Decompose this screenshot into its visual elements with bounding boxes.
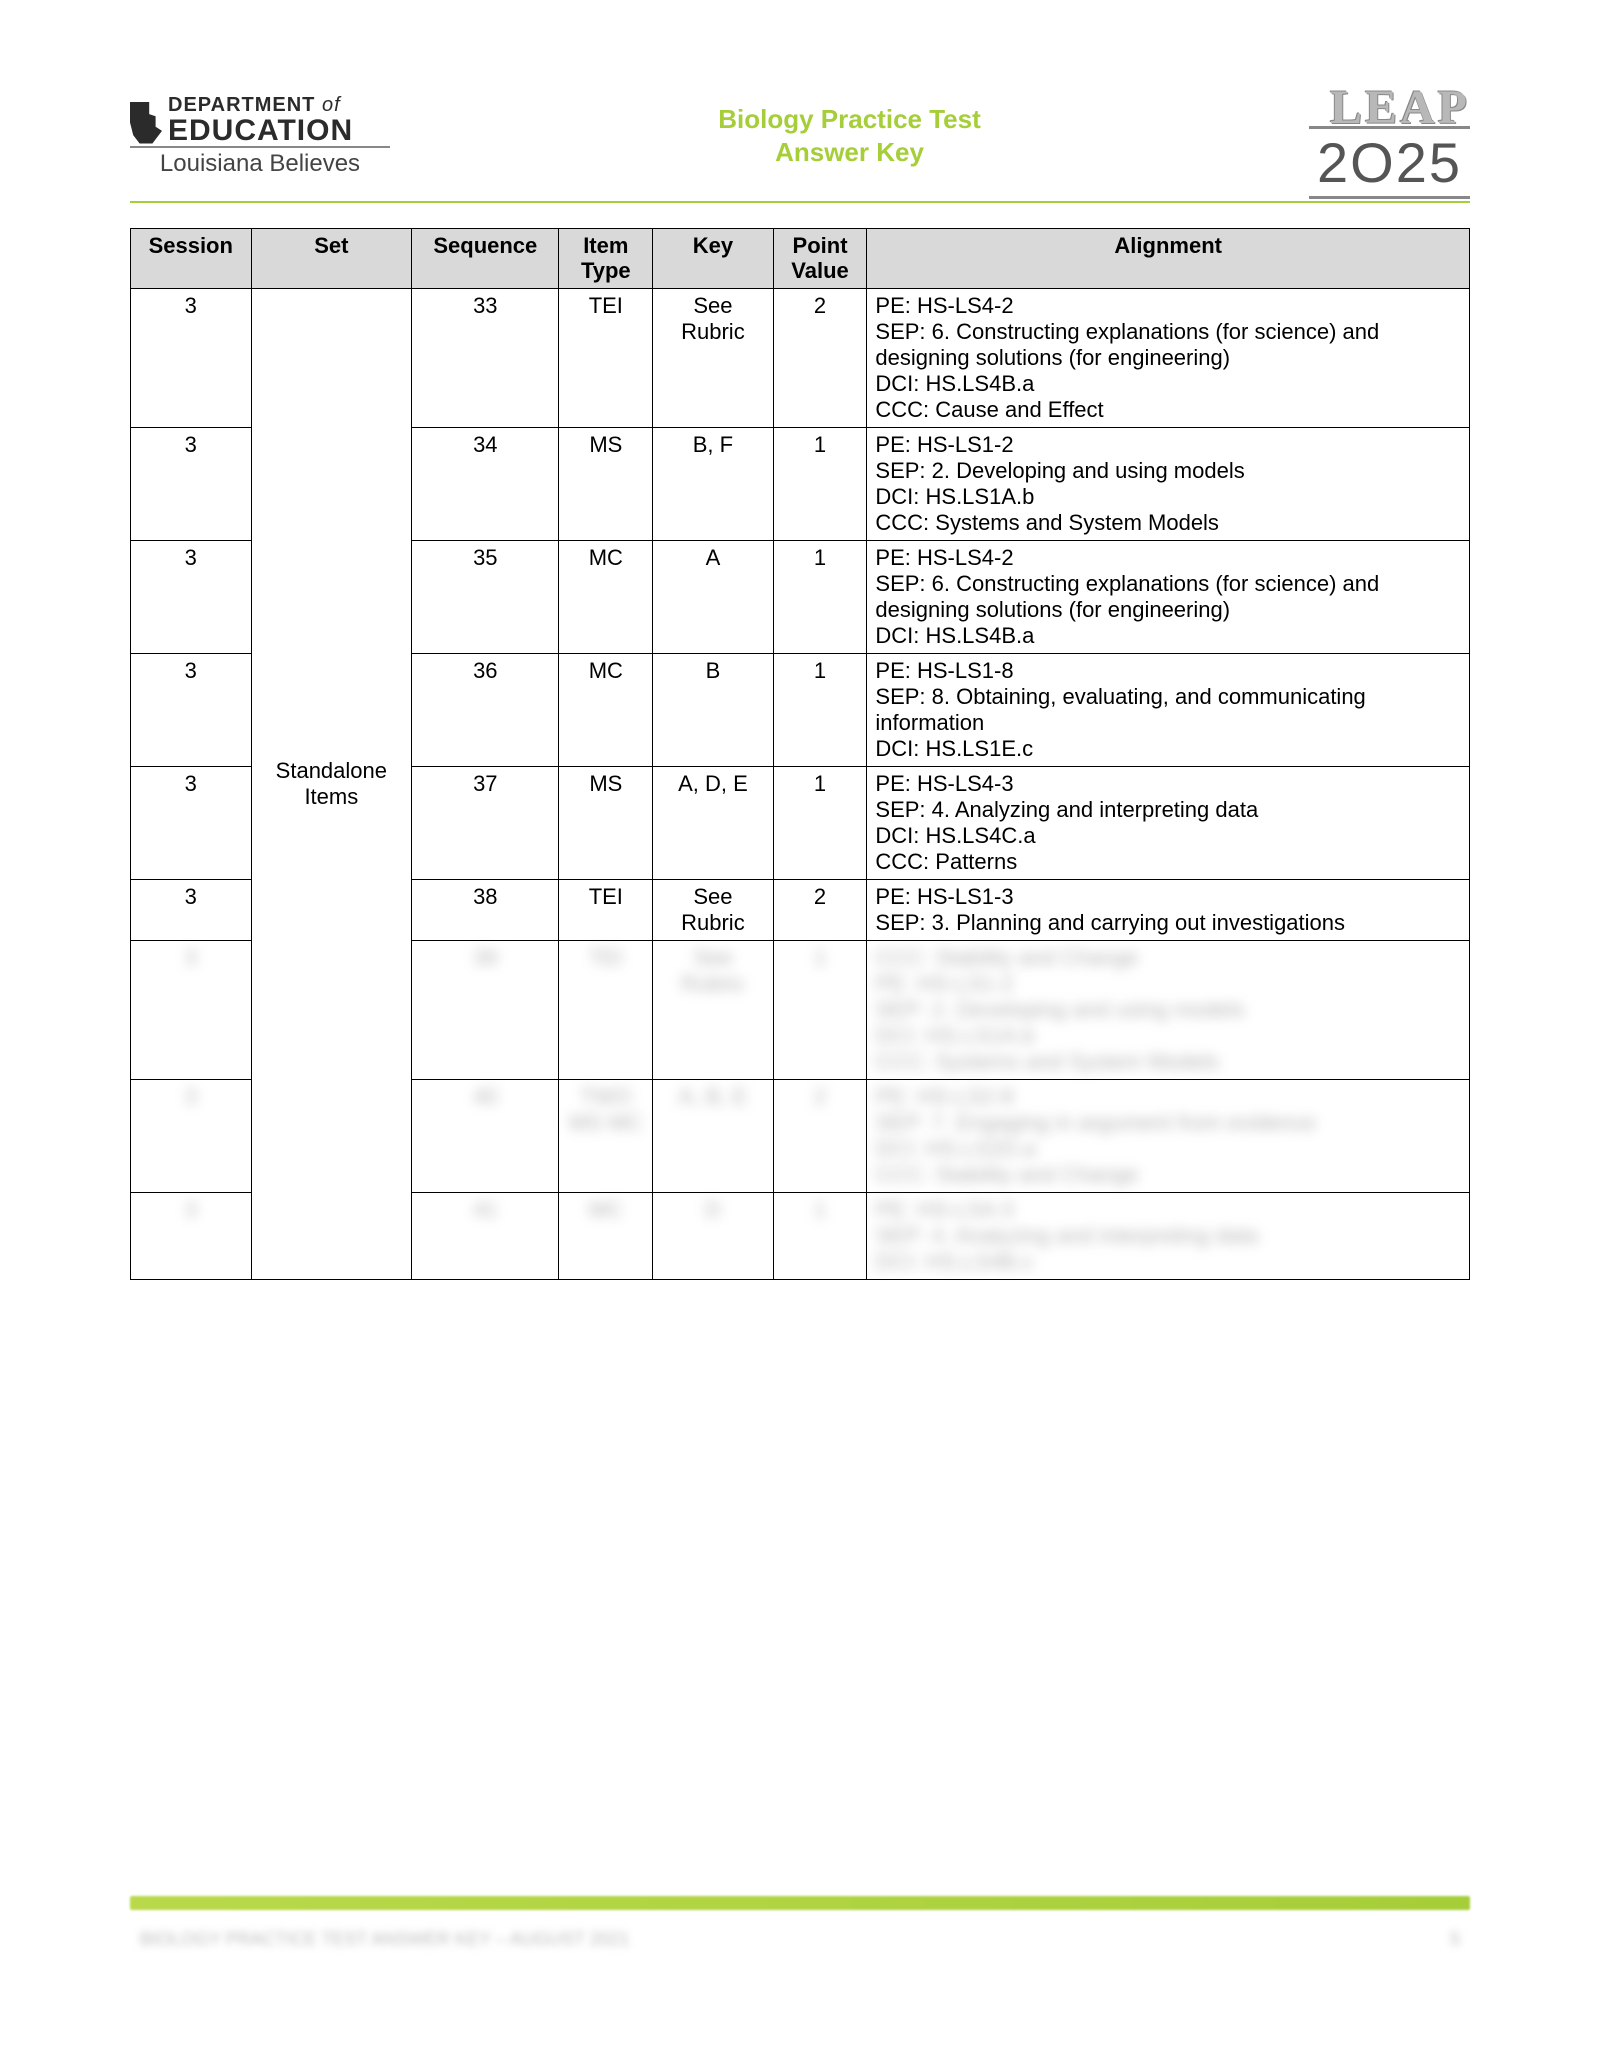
footer-page-number: 5 <box>1450 1929 1460 1950</box>
cell-sequence: 35 <box>412 540 559 653</box>
cell-point_value: 1 <box>773 940 867 1079</box>
col-item-type-b: Type <box>581 258 631 283</box>
louisiana-shape-icon <box>130 102 162 144</box>
cell-sequence: 36 <box>412 653 559 766</box>
cell-session: 3 <box>131 653 252 766</box>
col-session: Session <box>131 229 252 289</box>
answer-key-table: Session Set Sequence Item Type Key Point… <box>130 228 1470 1280</box>
cell-session: 3 <box>131 427 252 540</box>
table-header-row: Session Set Sequence Item Type Key Point… <box>131 229 1470 289</box>
cell-key: A, B, E <box>653 1079 774 1192</box>
cell-alignment: CCC: Stability and ChangePE: HS-LS1-2SEP… <box>867 940 1470 1079</box>
cell-alignment: PE: HS-LS2-8SEP: 7. Engaging in argument… <box>867 1079 1470 1192</box>
cell-key: B <box>653 653 774 766</box>
cell-sequence: 41 <box>412 1192 559 1279</box>
leap-year: 2O25 <box>1309 126 1470 199</box>
col-item-type: Item Type <box>559 229 653 289</box>
cell-point_value: 2 <box>773 1079 867 1192</box>
cell-sequence: 39 <box>412 940 559 1079</box>
footer-text: BIOLOGY PRACTICE TEST ANSWER KEY – AUGUS… <box>140 1929 630 1950</box>
cell-key: SeeRubric <box>653 288 774 427</box>
cell-sequence: 34 <box>412 427 559 540</box>
dept-line2: EDUCATION <box>168 117 353 144</box>
leap-logo: LEAP 2O25 <box>1309 80 1470 191</box>
cell-alignment: PE: HS-LS1-2SEP: 2. Developing and using… <box>867 427 1470 540</box>
page-title: Biology Practice Test Answer Key <box>390 103 1309 168</box>
cell-item_type: TEI <box>559 940 653 1079</box>
col-key: Key <box>653 229 774 289</box>
cell-session: 3 <box>131 1192 252 1279</box>
dept-line1b: of <box>322 94 341 116</box>
cell-item_type: TWO MS MC <box>559 1079 653 1192</box>
table-row: 3Standalone Items33TEISeeRubric2PE: HS-L… <box>131 288 1470 427</box>
cell-item-type: TEI <box>559 288 653 427</box>
cell-alignment: PE: HS-LS4-3SEP: 4. Analyzing and interp… <box>867 766 1470 879</box>
cell-alignment: PE: HS-LS4-3SEP: 4. Analyzing and interp… <box>867 1192 1470 1279</box>
cell-alignment: PE: HS-LS1-3SEP: 3. Planning and carryin… <box>867 879 1470 940</box>
cell-session: 3 <box>131 766 252 879</box>
cell-item-type: MC <box>559 653 653 766</box>
cell-sequence: 38 <box>412 879 559 940</box>
cell-alignment: PE: HS-LS4-2SEP: 6. Constructing explana… <box>867 288 1470 427</box>
cell-item-type: MS <box>559 766 653 879</box>
cell-key: A <box>653 540 774 653</box>
cell-point-value: 2 <box>773 288 867 427</box>
dept-line1a: DEPARTMENT <box>168 94 315 116</box>
cell-point_value: 1 <box>773 1192 867 1279</box>
cell-session: 3 <box>131 288 252 427</box>
cell-point-value: 1 <box>773 427 867 540</box>
cell-sequence: 33 <box>412 288 559 427</box>
col-item-type-a: Item <box>583 233 628 258</box>
col-set: Set <box>251 229 412 289</box>
cell-alignment: PE: HS-LS4-2SEP: 6. Constructing explana… <box>867 540 1470 653</box>
cell-point-value: 1 <box>773 540 867 653</box>
cell-item-type: MC <box>559 540 653 653</box>
cell-key: A, D, E <box>653 766 774 879</box>
cell-set: Standalone Items <box>251 288 412 1279</box>
cell-session: 3 <box>131 940 252 1079</box>
cell-item-type: MS <box>559 427 653 540</box>
cell-session: 3 <box>131 540 252 653</box>
col-alignment: Alignment <box>867 229 1470 289</box>
col-point-value: Point Value <box>773 229 867 289</box>
title-line1: Biology Practice Test <box>390 103 1309 136</box>
cell-point-value: 2 <box>773 879 867 940</box>
cell-alignment: PE: HS-LS1-8SEP: 8. Obtaining, evaluatin… <box>867 653 1470 766</box>
col-point-value-b: Value <box>791 258 848 283</box>
title-line2: Answer Key <box>390 136 1309 169</box>
cell-key: SeeRubric <box>653 879 774 940</box>
cell-point-value: 1 <box>773 766 867 879</box>
footer-accent-bar <box>130 1896 1470 1910</box>
page-header: DEPARTMENT of EDUCATION Louisiana Believ… <box>130 80 1470 203</box>
cell-point-value: 1 <box>773 653 867 766</box>
col-sequence: Sequence <box>412 229 559 289</box>
believes-tagline: Louisiana Believes <box>130 146 390 178</box>
col-point-value-a: Point <box>793 233 848 258</box>
cell-sequence: 40 <box>412 1079 559 1192</box>
cell-session: 3 <box>131 879 252 940</box>
cell-key: D <box>653 1192 774 1279</box>
cell-sequence: 37 <box>412 766 559 879</box>
cell-key: See Rubric <box>653 940 774 1079</box>
cell-item_type: MC <box>559 1192 653 1279</box>
cell-session: 3 <box>131 1079 252 1192</box>
cell-key: B, F <box>653 427 774 540</box>
dept-logo: DEPARTMENT of EDUCATION Louisiana Believ… <box>130 94 390 178</box>
cell-item-type: TEI <box>559 879 653 940</box>
